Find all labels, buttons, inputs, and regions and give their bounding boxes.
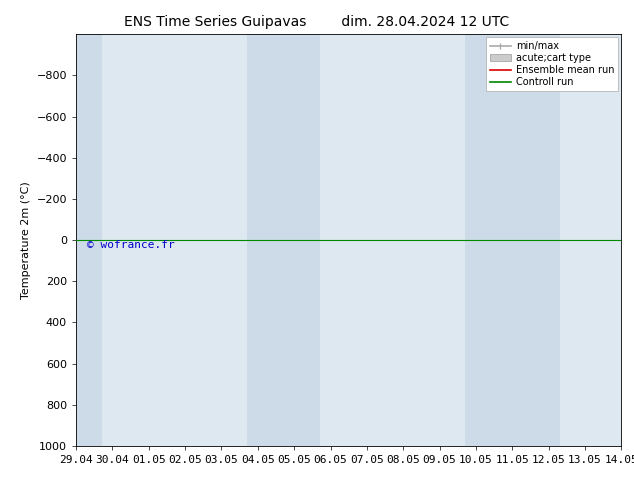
Bar — [65, 34, 101, 446]
Text: ENS Time Series Guipavas        dim. 28.04.2024 12 UTC: ENS Time Series Guipavas dim. 28.04.2024… — [124, 15, 510, 29]
Bar — [247, 34, 320, 446]
Bar — [465, 34, 560, 446]
Legend: min/max, acute;cart type, Ensemble mean run, Controll run: min/max, acute;cart type, Ensemble mean … — [486, 37, 618, 91]
Text: © wofrance.fr: © wofrance.fr — [87, 241, 175, 250]
Y-axis label: Temperature 2m (°C): Temperature 2m (°C) — [21, 181, 31, 299]
